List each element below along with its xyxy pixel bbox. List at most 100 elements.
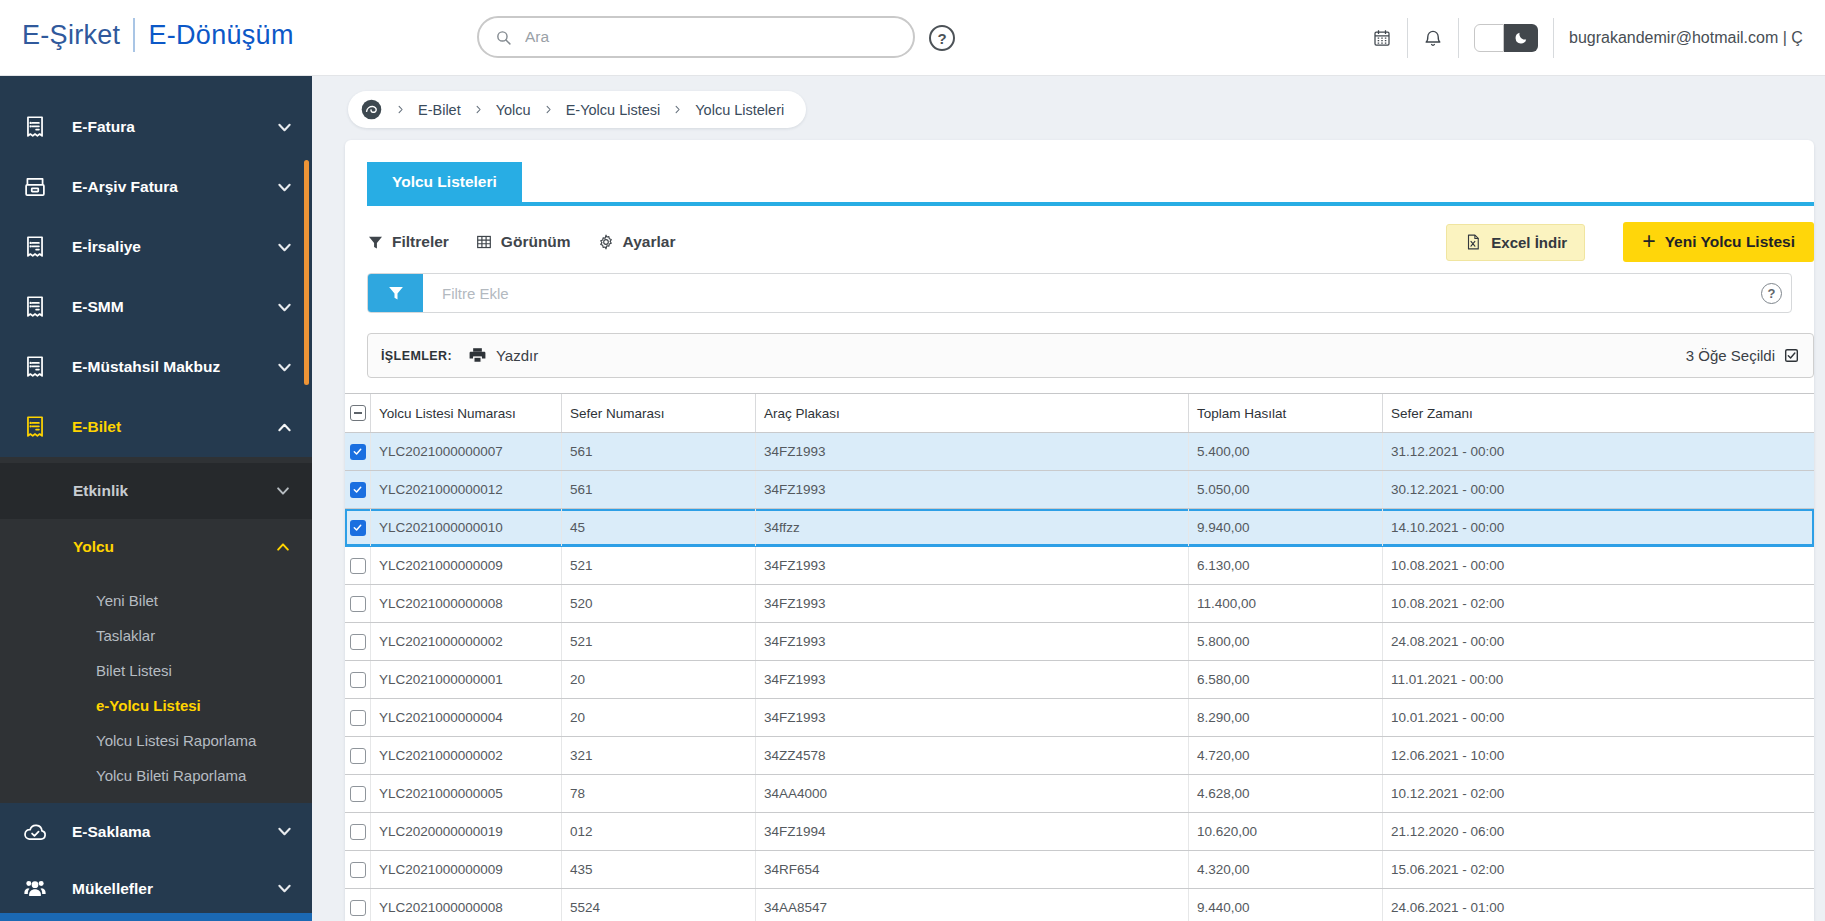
breadcrumb-link[interactable]: E-Bilet xyxy=(418,102,461,118)
content-card: Yolcu Listeleri Filtreler Görünüm Ayarla… xyxy=(345,140,1814,921)
table-row[interactable]: YLC202100000000952134FZ19936.130,0010.08… xyxy=(345,547,1814,585)
excel-download-label: Excel İndir xyxy=(1491,234,1567,251)
print-button[interactable]: Yazdır xyxy=(468,346,538,365)
search-input[interactable] xyxy=(523,27,897,47)
row-checkbox[interactable] xyxy=(350,520,366,536)
cell-sefer-zaman: 24.06.2021 - 01:00 xyxy=(1382,889,1814,921)
row-checkbox[interactable] xyxy=(350,710,366,726)
column-header-sefer-numaras[interactable]: Sefer Numarası xyxy=(561,394,755,432)
cell-toplam-has-lat: 4.720,00 xyxy=(1188,737,1382,774)
sidebar-item-e-smm[interactable]: E-SMM xyxy=(0,277,312,337)
sidebar-item-etkinlik[interactable]: Etkinlik xyxy=(0,463,312,519)
sidebar-item-e-bilet[interactable]: E-Bilet xyxy=(0,397,312,457)
filters-button[interactable]: Filtreler xyxy=(367,233,449,251)
sidebar-item-yolcu[interactable]: Yolcu xyxy=(0,519,312,575)
table-row[interactable]: YLC202100000000852034FZ199311.400,0010.0… xyxy=(345,585,1814,623)
sidebar-item-e-ar-iv-fatura[interactable]: E-Arşiv Fatura xyxy=(0,157,312,217)
excel-download-button[interactable]: Excel İndir xyxy=(1446,224,1585,261)
table-row[interactable]: YLC202100000000943534RF6544.320,0015.06.… xyxy=(345,851,1814,889)
check-square-icon[interactable] xyxy=(1783,347,1800,364)
view-button[interactable]: Görünüm xyxy=(475,233,571,251)
row-checkbox[interactable] xyxy=(350,900,366,916)
home-swirl-icon[interactable] xyxy=(360,98,383,121)
sidebar-scrollbar-thumb[interactable] xyxy=(304,160,309,385)
table-row[interactable]: YLC202000000001901234FZ199410.620,0021.1… xyxy=(345,813,1814,851)
sidebar-item-e-m-stahsil-makbuz[interactable]: E-Müstahsil Makbuz xyxy=(0,337,312,397)
cell-yolcu-listesi-numaras: YLC2021000000001 xyxy=(370,661,561,698)
sidebar-item-yolcu-listesi-raporlama[interactable]: Yolcu Listesi Raporlama xyxy=(0,723,312,758)
chevron-down-icon xyxy=(275,298,294,317)
row-checkbox[interactable] xyxy=(350,672,366,688)
filters-label: Filtreler xyxy=(392,233,449,251)
new-passenger-list-button[interactable]: + Yeni Yolcu Listesi xyxy=(1623,222,1814,262)
column-header-ara-plakas[interactable]: Araç Plakası xyxy=(755,394,1188,432)
cell-toplam-has-lat: 5.050,00 xyxy=(1188,471,1382,508)
sidebar-item-label: E-Saklama xyxy=(72,823,150,841)
cell-toplam-has-lat: 6.580,00 xyxy=(1188,661,1382,698)
table-row[interactable]: YLC202100000001256134FZ19935.050,0030.12… xyxy=(345,471,1814,509)
sidebar-item-label: Yolcu Bileti Raporlama xyxy=(96,767,246,784)
sidebar-item-yeni-bilet[interactable]: Yeni Bilet xyxy=(0,583,312,618)
filter-chip-button[interactable] xyxy=(368,274,423,312)
row-checkbox[interactable] xyxy=(350,482,366,498)
breadcrumb-link[interactable]: Yolcu xyxy=(496,102,531,118)
sidebar-item-taslaklar[interactable]: Taslaklar xyxy=(0,618,312,653)
row-checkbox[interactable] xyxy=(350,558,366,574)
table-row[interactable]: YLC202100000000232134ZZ45784.720,0012.06… xyxy=(345,737,1814,775)
sidebar-item-e-i-rsaliye[interactable]: E-İrsaliye xyxy=(0,217,312,277)
table-row[interactable]: YLC20210000000104534ffzz9.940,0014.10.20… xyxy=(345,509,1814,547)
sidebar-item-label: E-Bilet xyxy=(72,418,121,436)
calendar-icon[interactable] xyxy=(1372,28,1392,48)
table-row[interactable]: YLC202100000000252134FZ19935.800,0024.08… xyxy=(345,623,1814,661)
column-header-sefer-zaman[interactable]: Sefer Zamanı xyxy=(1382,394,1814,432)
user-email[interactable]: bugrakandemir@hotmail.com | Ç xyxy=(1569,29,1803,47)
sidebar-item-e-yolcu-listesi[interactable]: e-Yolcu Listesi xyxy=(0,688,312,723)
receipt-icon xyxy=(22,294,48,320)
sidebar-item-m-kellefler[interactable]: Mükellefler xyxy=(0,860,312,917)
excel-file-icon xyxy=(1464,233,1482,251)
filter-help-button[interactable]: ? xyxy=(1761,283,1782,304)
global-search[interactable] xyxy=(477,16,915,58)
archive-icon xyxy=(22,174,48,200)
select-all-checkbox[interactable] xyxy=(350,405,366,421)
row-checkbox[interactable] xyxy=(350,786,366,802)
sidebar-item-bilet-listesi[interactable]: Bilet Listesi xyxy=(0,653,312,688)
sidebar-item-label: Yolcu xyxy=(73,538,114,556)
breadcrumb-link[interactable]: E-Yolcu Listesi xyxy=(566,102,661,118)
chevron-right-icon xyxy=(395,104,406,115)
sidebar-item-yolcu-bileti-raporlama[interactable]: Yolcu Bileti Raporlama xyxy=(0,758,312,793)
row-checkbox[interactable] xyxy=(350,862,366,878)
row-checkbox[interactable] xyxy=(350,748,366,764)
row-checkbox[interactable] xyxy=(350,634,366,650)
column-header-toplam-has-lat[interactable]: Toplam Hasılat xyxy=(1188,394,1382,432)
tab-yolcu-listeleri[interactable]: Yolcu Listeleri xyxy=(367,162,522,202)
table-row[interactable]: YLC20210000000012034FZ19936.580,0011.01.… xyxy=(345,661,1814,699)
sidebar-item-e-saklama[interactable]: E-Saklama xyxy=(0,803,312,860)
help-button[interactable]: ? xyxy=(929,25,955,51)
settings-button[interactable]: Ayarlar xyxy=(597,233,676,251)
table-row[interactable]: YLC20210000000057834AA40004.628,0010.12.… xyxy=(345,775,1814,813)
row-checkbox[interactable] xyxy=(350,444,366,460)
chevron-right-icon xyxy=(473,104,484,115)
row-checkbox[interactable] xyxy=(350,596,366,612)
toolbar: Filtreler Görünüm Ayarlar Excel İndir + … xyxy=(367,222,1814,262)
column-header-yolcu-listesi-numaras[interactable]: Yolcu Listesi Numarası xyxy=(370,394,561,432)
cell-yolcu-listesi-numaras: YLC2021000000008 xyxy=(370,585,561,622)
cell-ara-plakas: 34FZ1994 xyxy=(755,813,1188,850)
filter-input-placeholder[interactable]: Filtre Ekle xyxy=(442,285,1761,302)
dark-mode-toggle[interactable] xyxy=(1474,24,1538,52)
grid-icon xyxy=(475,233,493,251)
cell-toplam-has-lat: 9.940,00 xyxy=(1188,509,1382,546)
bell-icon[interactable] xyxy=(1423,28,1443,48)
sidebar-item-label: Yeni Bilet xyxy=(96,592,158,609)
table-row[interactable]: YLC202100000000756134FZ19935.400,0031.12… xyxy=(345,433,1814,471)
app-logo[interactable]: E-Şirket E-Dönüşüm xyxy=(22,18,294,52)
row-checkbox[interactable] xyxy=(350,824,366,840)
cell-yolcu-listesi-numaras: YLC2021000000010 xyxy=(370,509,561,546)
cell-toplam-has-lat: 8.290,00 xyxy=(1188,699,1382,736)
table-row[interactable]: YLC2021000000008552434AA85479.440,0024.0… xyxy=(345,889,1814,921)
sidebar-item-e-fatura[interactable]: E-Fatura xyxy=(0,97,312,157)
plus-icon: + xyxy=(1642,230,1655,253)
table-row[interactable]: YLC20210000000042034FZ19938.290,0010.01.… xyxy=(345,699,1814,737)
breadcrumb-link[interactable]: Yolcu Listeleri xyxy=(695,102,784,118)
